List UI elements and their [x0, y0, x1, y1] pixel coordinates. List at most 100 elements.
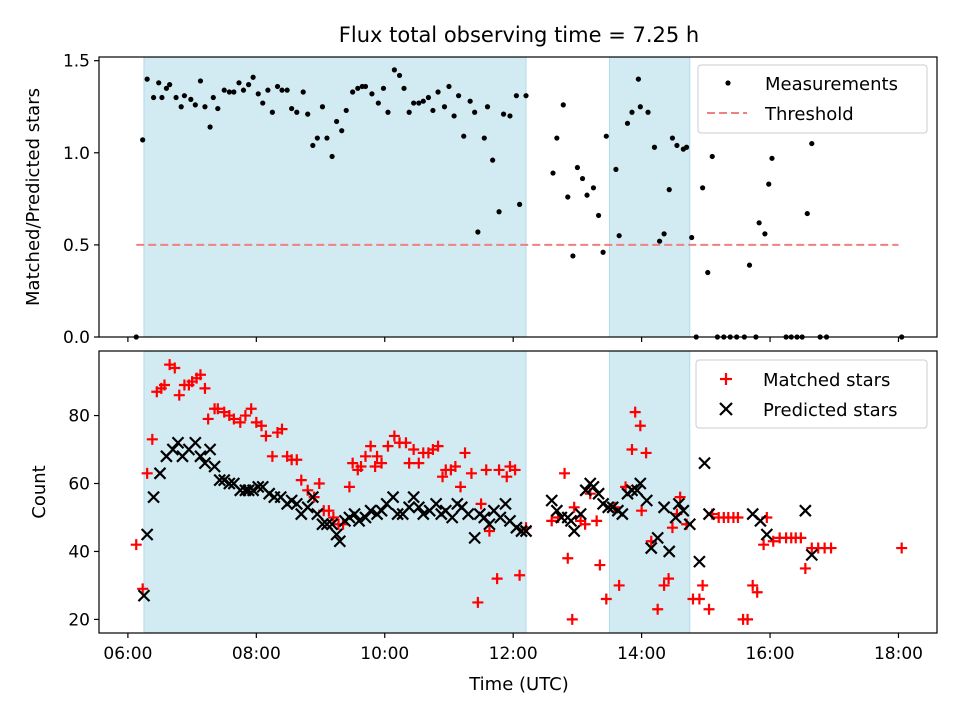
measurements-point	[279, 87, 285, 93]
measurements-point	[178, 104, 184, 110]
measurements-point	[683, 144, 690, 150]
legend-swatch-measurements	[725, 80, 731, 86]
x-tick-label: 08:00	[232, 644, 281, 664]
matched-stars-point	[371, 450, 383, 462]
y-tick-label-counts: 20	[68, 610, 90, 630]
matched-stars-point	[255, 420, 267, 432]
predicted-stars-point	[657, 501, 671, 514]
x-tick-label: 12:00	[489, 644, 538, 664]
measurements-point	[456, 93, 462, 99]
matched-stars-point	[403, 457, 415, 469]
ratio-panel: 0.0 0.5 1.0 1.5 Matched/Predicted stars Mea…	[23, 52, 938, 348]
measurements-point	[766, 181, 772, 187]
measurements-point	[305, 111, 311, 117]
matched-stars-point	[432, 440, 444, 452]
measurements-point	[475, 229, 481, 235]
measurements-point	[391, 67, 397, 73]
y-tick-label-counts: 80	[68, 407, 90, 427]
matched-stars-point	[295, 474, 307, 486]
matched-stars-point	[302, 484, 314, 496]
measurements-point	[637, 104, 643, 110]
measurements-point	[769, 155, 775, 161]
predicted-stars-point	[461, 507, 475, 521]
matched-stars-point	[693, 593, 705, 605]
matched-stars-point	[546, 515, 558, 527]
matched-stars-point	[388, 430, 400, 442]
matched-stars-point	[652, 603, 664, 615]
measurements-point	[435, 89, 441, 95]
matched-stars-point	[465, 467, 477, 479]
measurements-point	[401, 85, 407, 91]
y-tick-label-counts: 60	[68, 475, 90, 495]
measurements-point	[484, 104, 491, 110]
predicted-stars-point	[208, 460, 221, 473]
matched-stars-point	[896, 542, 908, 554]
predicted-stars-point	[499, 497, 512, 511]
matched-stars-point	[491, 573, 503, 585]
predicted-stars-point	[194, 450, 207, 463]
matched-stars-point	[626, 444, 638, 456]
predicted-stars-point	[391, 507, 404, 521]
predicted-stars-point	[672, 497, 686, 511]
predicted-stars-point	[693, 555, 706, 568]
measurements-point	[167, 82, 173, 88]
predicted-stars-point	[478, 511, 491, 524]
measurements-point	[804, 210, 810, 217]
matched-stars-point	[327, 511, 339, 523]
matched-stars-point	[663, 573, 675, 585]
measurements-point	[603, 133, 609, 139]
measurements-point	[362, 83, 369, 90]
observing-window-1	[143, 56, 527, 338]
predicted-stars-point	[760, 528, 774, 541]
measurements-point	[411, 100, 417, 106]
predicted-stars-point	[171, 436, 185, 450]
measurements-point	[517, 201, 523, 207]
matched-stars-point	[795, 532, 807, 544]
ratio-series	[133, 67, 905, 340]
matched-stars-point	[369, 461, 381, 473]
matched-stars-point	[347, 457, 359, 469]
y-tick-label-counts: 40	[68, 542, 90, 562]
measurements-point	[700, 185, 706, 191]
matched-stars-point	[276, 423, 288, 435]
measurements-point	[666, 187, 672, 193]
predicted-stars-point	[290, 497, 304, 511]
measurements-point	[523, 93, 529, 99]
y-tick-label-ratio: 1.5	[63, 52, 90, 72]
counts-panel: 20 40 60 80 06:00 08:00 10:00 12:00 14:00 16:00 1…	[29, 350, 938, 664]
measurements-point	[513, 93, 519, 99]
measurements-point	[661, 231, 667, 237]
measurements-point	[246, 82, 252, 88]
measurements-point	[651, 144, 658, 150]
matched-stars-point	[475, 498, 487, 510]
measurements-point	[635, 76, 642, 82]
measurements-point	[584, 192, 590, 198]
measurements-point	[343, 107, 349, 114]
predicted-stars-point	[567, 524, 581, 538]
legend-label-threshold: Threshold	[764, 104, 854, 125]
y-tick-label-ratio: 0.5	[63, 236, 90, 256]
measurements-point	[451, 113, 457, 119]
measurements-point	[333, 118, 340, 125]
measurements-point	[265, 87, 271, 93]
measurements-point	[350, 89, 356, 95]
measurements-point	[446, 83, 452, 90]
matched-stars-point	[758, 539, 770, 551]
measurements-point	[375, 100, 381, 106]
predicted-stars-point	[564, 514, 578, 528]
measurements-point	[221, 87, 227, 93]
matched-stars-point	[591, 515, 603, 527]
matched-stars-point	[472, 596, 484, 608]
predicted-stars-point	[515, 524, 528, 538]
measurements-point	[240, 87, 247, 93]
predicted-stars-point	[316, 517, 329, 531]
x-tick-label: 18:00	[874, 644, 923, 664]
x-tick-label: 06:00	[103, 644, 152, 664]
predicted-stars-point	[698, 456, 711, 470]
measurements-point	[406, 109, 412, 115]
measurements-point	[425, 94, 432, 101]
matched-stars-point	[600, 593, 612, 605]
measurements-point	[284, 87, 290, 93]
predicted-stars-point	[402, 501, 416, 514]
predicted-stars-point	[468, 531, 481, 545]
